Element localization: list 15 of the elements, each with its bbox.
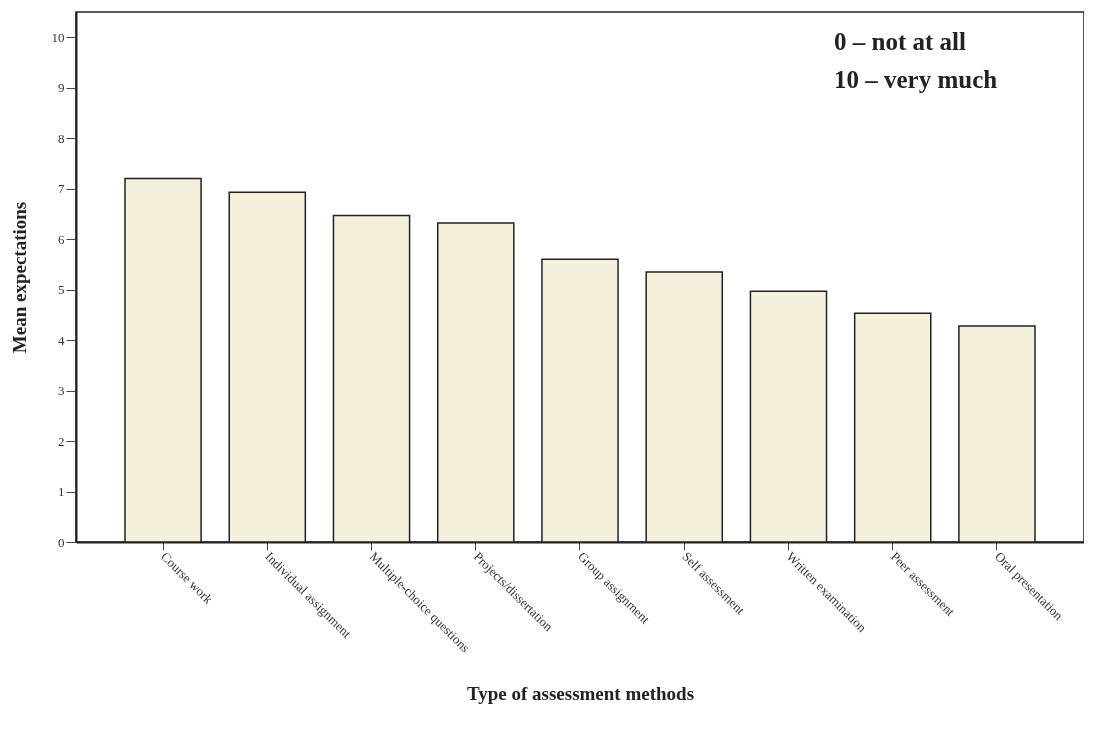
x-axis-title: Type of assessment methods	[466, 683, 695, 705]
y-tick-label: 9	[58, 80, 65, 96]
y-tick-label: 5	[58, 282, 65, 298]
annotation: 0 – not at all	[834, 28, 966, 55]
y-tick-label: 6	[58, 231, 65, 247]
annotation: 10 – very much	[834, 66, 998, 93]
y-tick-label: 3	[58, 383, 65, 399]
y-tick-label: 4	[58, 332, 65, 348]
y-axis-title: Mean expectations	[8, 201, 30, 354]
y-tick-label: 8	[58, 130, 65, 146]
y-tick-label: 0	[58, 534, 65, 550]
y-tick-label: 2	[58, 433, 65, 449]
y-tick-label: 1	[58, 484, 65, 500]
y-tick-label: 7	[58, 181, 65, 197]
y-tick-label: 10	[51, 29, 65, 45]
